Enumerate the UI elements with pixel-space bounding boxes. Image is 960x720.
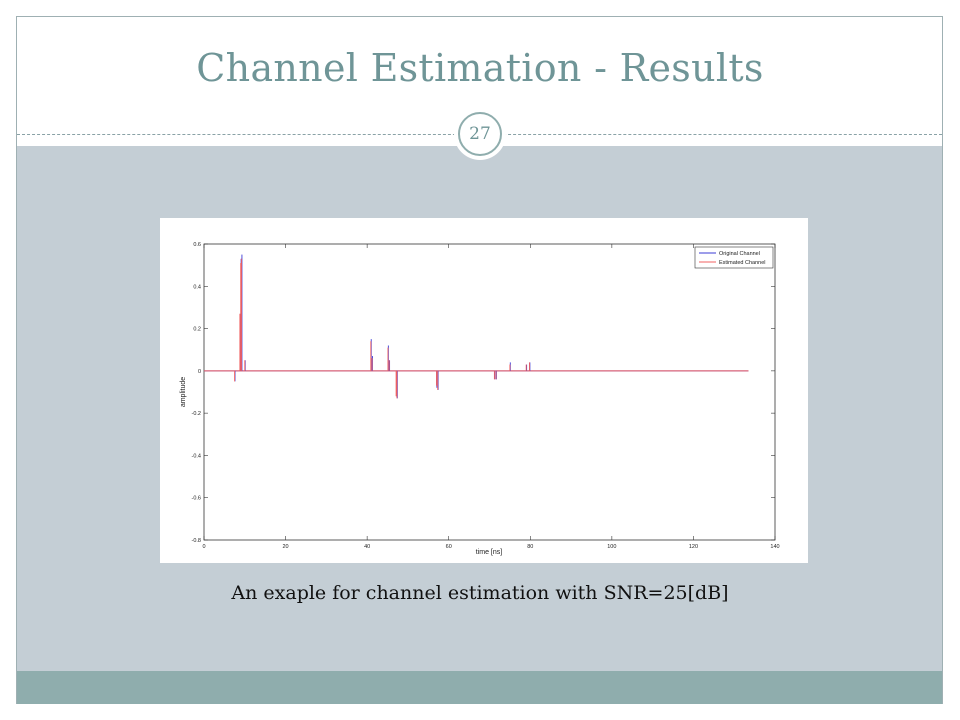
figure-caption: An exaple for channel estimation with SN…: [231, 582, 729, 604]
bottom-band: [17, 671, 942, 704]
y-tick-label: 0.4: [193, 284, 201, 290]
legend-label-original: Original Channel: [719, 251, 760, 257]
plot-area: [203, 243, 776, 541]
x-tick-label: 140: [770, 544, 779, 550]
y-tick-label: -0.2: [192, 411, 201, 417]
x-tick-label: 60: [446, 544, 452, 550]
y-tick-label: 0.6: [193, 242, 201, 248]
channel-estimation-chart: 0.6 0.4 0.2 0 -0.2 -0.4 -0.6 -0.8 0 20 40 60 80 100 1…: [180, 242, 780, 556]
legend-label-estimated: Estimated Channel: [719, 260, 765, 266]
y-tick-label: -0.8: [192, 538, 201, 544]
chart-figure: 0.6 0.4 0.2 0 -0.2 -0.4 -0.6 -0.8 0 20 40 60 80 100 1…: [160, 218, 808, 563]
x-axis-label: time [ns]: [476, 549, 503, 556]
x-tick-label: 80: [527, 544, 533, 550]
x-tick-label: 0: [202, 544, 205, 550]
chart-legend: Original Channel Estimated Channel: [694, 246, 774, 269]
x-tick-label: 120: [689, 544, 698, 550]
y-tick-label: 0.2: [193, 327, 201, 333]
y-axis-label: amplitude: [180, 377, 187, 407]
x-tick-label: 20: [283, 544, 289, 550]
y-tick-label: -0.6: [192, 496, 201, 502]
x-tick-label: 100: [607, 544, 616, 550]
slide-number: 27: [458, 112, 502, 156]
y-tick-label: -0.4: [192, 453, 201, 459]
y-tick-label: 0: [198, 369, 201, 375]
legend-box: [694, 246, 774, 269]
slide-title: Channel Estimation - Results: [196, 46, 764, 90]
x-tick-label: 40: [364, 544, 370, 550]
